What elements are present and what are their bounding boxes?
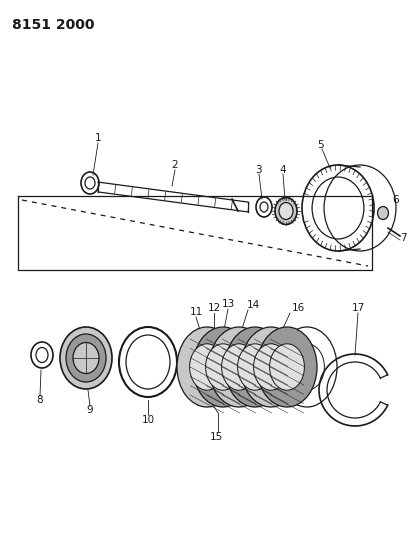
Text: 7: 7 bbox=[400, 233, 406, 243]
Text: 1: 1 bbox=[95, 133, 102, 143]
Ellipse shape bbox=[238, 344, 272, 390]
Ellipse shape bbox=[254, 344, 289, 390]
Text: 11: 11 bbox=[189, 307, 203, 317]
Ellipse shape bbox=[189, 344, 224, 390]
Ellipse shape bbox=[270, 344, 305, 390]
Text: 3: 3 bbox=[255, 165, 261, 175]
Text: 8151 2000: 8151 2000 bbox=[12, 18, 95, 32]
Ellipse shape bbox=[257, 327, 317, 407]
Ellipse shape bbox=[225, 327, 285, 407]
Ellipse shape bbox=[177, 327, 237, 407]
Ellipse shape bbox=[73, 343, 99, 374]
Text: 16: 16 bbox=[291, 303, 305, 313]
Ellipse shape bbox=[193, 327, 253, 407]
Ellipse shape bbox=[377, 206, 388, 220]
Text: 10: 10 bbox=[141, 415, 155, 425]
Ellipse shape bbox=[60, 327, 112, 389]
Ellipse shape bbox=[241, 327, 301, 407]
Text: 9: 9 bbox=[87, 405, 93, 415]
Text: 2: 2 bbox=[172, 160, 178, 170]
Text: 6: 6 bbox=[392, 195, 399, 205]
Ellipse shape bbox=[222, 344, 256, 390]
Text: 4: 4 bbox=[280, 165, 286, 175]
Text: 14: 14 bbox=[246, 300, 260, 310]
Ellipse shape bbox=[206, 344, 240, 390]
Text: 5: 5 bbox=[317, 140, 323, 150]
Ellipse shape bbox=[209, 327, 269, 407]
Text: 17: 17 bbox=[351, 303, 365, 313]
Ellipse shape bbox=[279, 203, 293, 220]
Text: 13: 13 bbox=[222, 299, 235, 309]
Ellipse shape bbox=[275, 198, 297, 224]
Text: 15: 15 bbox=[209, 432, 223, 442]
Ellipse shape bbox=[66, 334, 106, 382]
Text: 8: 8 bbox=[37, 395, 43, 405]
Text: 12: 12 bbox=[208, 303, 221, 313]
